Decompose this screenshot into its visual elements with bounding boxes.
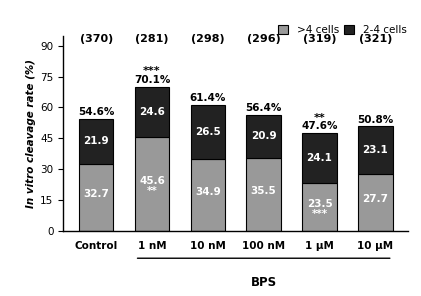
Text: BPS: BPS: [250, 276, 277, 289]
Text: 34.9: 34.9: [195, 187, 221, 197]
Bar: [191, 104, 225, 159]
Text: 47.6%: 47.6%: [301, 121, 338, 131]
Text: 23.5: 23.5: [306, 199, 333, 209]
Text: 21.9: 21.9: [83, 136, 109, 146]
Bar: [135, 86, 169, 137]
Text: **: **: [147, 186, 157, 196]
Bar: [358, 126, 393, 174]
Text: 23.1: 23.1: [362, 145, 388, 155]
Bar: [358, 174, 393, 231]
Text: 61.4%: 61.4%: [189, 93, 226, 103]
Bar: [79, 119, 114, 164]
Text: 26.5: 26.5: [195, 127, 221, 137]
Text: 56.4%: 56.4%: [245, 103, 282, 113]
Text: 27.7: 27.7: [362, 194, 388, 204]
Text: (281): (281): [135, 34, 169, 44]
Text: 24.6: 24.6: [139, 107, 165, 117]
Text: ***: ***: [312, 209, 328, 219]
Text: (321): (321): [359, 34, 392, 44]
Text: 45.6: 45.6: [139, 176, 165, 186]
Text: 32.7: 32.7: [83, 189, 109, 199]
Text: (298): (298): [191, 34, 225, 44]
Text: **: **: [314, 113, 325, 123]
Text: (370): (370): [80, 34, 113, 44]
Text: (296): (296): [247, 34, 280, 44]
Text: 70.1%: 70.1%: [134, 75, 170, 85]
Bar: [191, 159, 225, 231]
Bar: [246, 115, 281, 158]
Y-axis label: In vitro cleavage rate (%): In vitro cleavage rate (%): [26, 59, 36, 208]
Text: 54.6%: 54.6%: [78, 107, 115, 117]
Bar: [135, 137, 169, 231]
Bar: [246, 158, 281, 231]
Text: 35.5: 35.5: [251, 186, 277, 196]
Text: 20.9: 20.9: [251, 131, 277, 141]
Text: 24.1: 24.1: [306, 153, 333, 163]
Text: (319): (319): [303, 34, 336, 44]
Bar: [302, 183, 337, 231]
Bar: [79, 164, 114, 231]
Text: 50.8%: 50.8%: [357, 115, 394, 125]
Bar: [302, 133, 337, 183]
Text: ***: ***: [143, 66, 161, 76]
Legend: >4 cells, 2-4 cells: >4 cells, 2-4 cells: [278, 25, 407, 35]
